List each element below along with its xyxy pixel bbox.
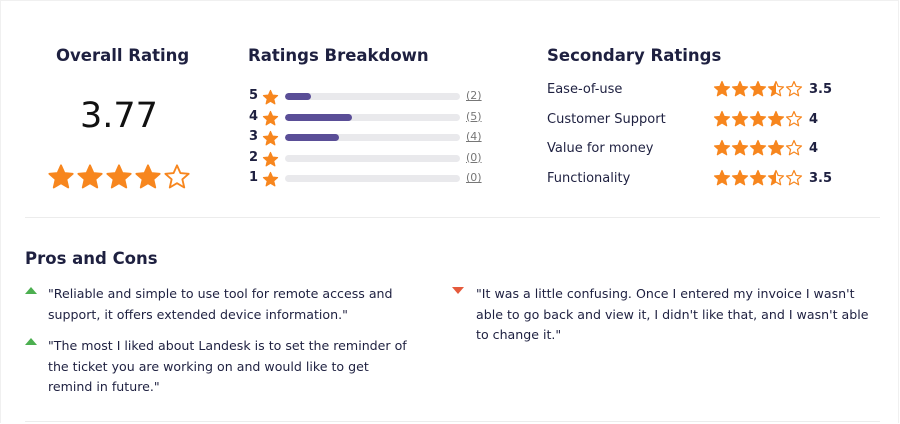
star-icon [749, 80, 767, 98]
pro-up-arrow-icon [25, 287, 37, 294]
breakdown-count-link[interactable]: (5) [466, 109, 482, 123]
pro-item: "The most I liked about Landesk is to se… [48, 338, 407, 394]
breakdown-row-1: 1 (0) [248, 170, 488, 188]
star-icon [262, 171, 279, 192]
breakdown-row-2: 2 (0) [248, 150, 488, 168]
star-icon [785, 169, 803, 187]
con-item: "It was a little confusing. Once I enter… [476, 286, 869, 342]
secondary-rating-row: Customer Support 4 [547, 110, 847, 130]
breakdown-bar-fill [285, 93, 312, 100]
secondary-star-rating [713, 80, 803, 98]
secondary-rating-row: Functionality 3.5 [547, 169, 847, 189]
secondary-rating-label: Functionality [547, 170, 631, 186]
breakdown-bar [285, 134, 460, 141]
breakdown-star-label: 1 [248, 170, 258, 185]
star-icon [713, 110, 731, 128]
breakdown-bar [285, 175, 460, 182]
star-icon [767, 169, 785, 187]
secondary-rating-value: 4 [809, 141, 819, 156]
breakdown-bar [285, 113, 460, 121]
star-icon [767, 110, 785, 128]
secondary-rating-row: Ease-of-use 3.5 [547, 80, 847, 100]
breakdown-count-link[interactable]: (2) [466, 89, 482, 102]
secondary-rating-value: 3.5 [809, 82, 833, 97]
overall-rating-title: Overall Rating [56, 46, 190, 65]
star-icon [262, 151, 279, 172]
star-icon [713, 80, 731, 98]
breakdown-star-label: 2 [248, 149, 258, 165]
star-icon [262, 110, 279, 131]
breakdown-star-label: 5 [248, 88, 258, 103]
star-icon [767, 139, 785, 157]
con-down-arrow-icon [452, 287, 464, 294]
breakdown-count-link[interactable]: (4) [466, 130, 482, 143]
pros-and-cons-title: Pros and Cons [25, 249, 158, 268]
star-icon [749, 169, 767, 187]
breakdown-count-link[interactable]: (0) [466, 171, 482, 184]
secondary-rating-value: 4 [809, 111, 819, 127]
star-icon [731, 139, 749, 157]
section-divider [25, 217, 880, 218]
breakdown-row-4: 4 (5) [248, 109, 488, 127]
star-icon [163, 163, 191, 191]
secondary-rating-label: Customer Support [547, 111, 666, 127]
secondary-rating-row: Value for money 4 [547, 139, 847, 159]
secondary-rating-label: Ease-of-use [547, 82, 623, 97]
secondary-rating-value: 3.5 [809, 170, 833, 186]
star-icon [749, 139, 767, 157]
breakdown-bar-fill [285, 134, 340, 141]
breakdown-star-label: 3 [248, 129, 258, 144]
star-icon [731, 110, 749, 128]
star-icon [134, 163, 162, 191]
star-icon [785, 110, 803, 128]
secondary-star-rating [713, 110, 803, 128]
ratings-breakdown-title: Ratings Breakdown [248, 46, 429, 65]
secondary-ratings-title: Secondary Ratings [547, 46, 722, 65]
star-icon [105, 163, 133, 191]
overall-star-rating [47, 163, 192, 191]
breakdown-count-link[interactable]: (0) [466, 150, 482, 164]
secondary-star-rating [713, 169, 803, 187]
secondary-rating-label: Value for money [547, 141, 654, 156]
star-icon [785, 80, 803, 98]
star-icon [731, 80, 749, 98]
bottom-divider [25, 421, 880, 422]
star-icon [749, 110, 767, 128]
breakdown-bar [285, 154, 460, 162]
breakdown-star-label: 4 [248, 108, 258, 124]
star-icon [731, 169, 749, 187]
breakdown-bar-fill [285, 113, 352, 121]
star-icon [713, 139, 731, 157]
breakdown-bar [285, 93, 460, 100]
overall-rating-value: 3.77 [80, 96, 158, 136]
star-icon [767, 80, 785, 98]
secondary-star-rating [713, 139, 803, 157]
pro-item: "Reliable and simple to use tool for rem… [48, 286, 393, 322]
star-icon [785, 139, 803, 157]
star-icon [262, 130, 279, 151]
star-icon [76, 163, 104, 191]
breakdown-row-5: 5 (2) [248, 88, 488, 106]
star-icon [47, 163, 75, 191]
star-icon [713, 169, 731, 187]
star-icon [262, 89, 279, 110]
breakdown-row-3: 3 (4) [248, 129, 488, 147]
pro-up-arrow-icon [25, 338, 37, 345]
